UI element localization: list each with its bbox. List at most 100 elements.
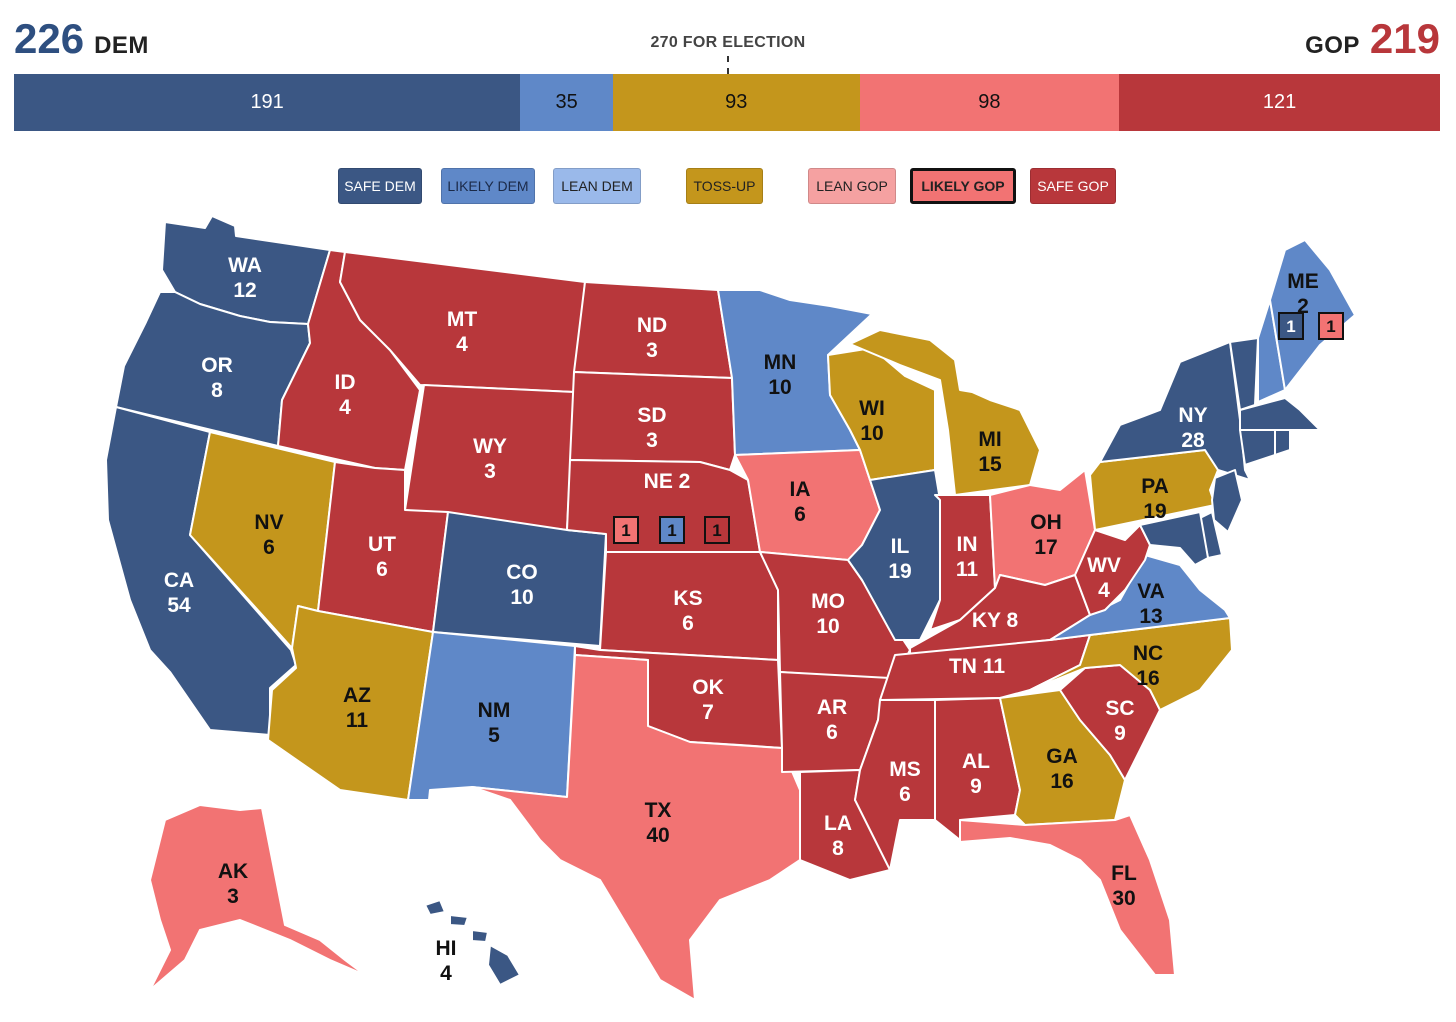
state-ev-nc: 16 — [1136, 667, 1159, 690]
state-abbr-wv: WV — [1087, 554, 1121, 577]
state-abbr-or: OR — [201, 354, 233, 377]
state-nj[interactable] — [1211, 469, 1243, 533]
district-value: 1 — [667, 521, 676, 540]
state-abbr-va: VA — [1137, 580, 1165, 603]
state-abbr-il: IL — [891, 535, 910, 558]
legend-safe-gop[interactable]: SAFE GOP — [1030, 168, 1116, 204]
district-value: 1 — [1286, 317, 1295, 336]
dem-label: DEM — [94, 32, 149, 59]
state-ev-id: 4 — [339, 396, 351, 419]
state-ev-ak: 3 — [227, 885, 239, 908]
state-tx[interactable] — [471, 654, 801, 1001]
legend-likely-gop[interactable]: LIKELY GOP — [910, 168, 1016, 204]
state-ev-mt: 4 — [456, 333, 468, 356]
bar-segment-safe-gop[interactable]: 121 — [1119, 74, 1440, 131]
state-ev-pa: 19 — [1143, 500, 1166, 523]
state-abbr-fl: FL — [1111, 862, 1137, 885]
state-ri[interactable] — [1274, 429, 1291, 456]
bar-segment-likely-gop[interactable]: 98 — [859, 74, 1120, 131]
state-ev-az: 11 — [346, 709, 369, 732]
state-nc[interactable] — [1029, 617, 1233, 711]
electoral-vote-bar: 191 35 93 98 121 — [14, 74, 1440, 131]
legend-lean-gop[interactable]: LEAN GOP — [808, 168, 896, 204]
legend-likely-dem[interactable]: LIKELY DEM — [441, 168, 535, 204]
bar-segment-likely-dem[interactable]: 35 — [520, 74, 614, 131]
threshold-marker — [727, 56, 729, 74]
state-abbr-ks: KS — [673, 587, 702, 610]
district-value: 1 — [621, 521, 630, 540]
state-ev-ia: 6 — [794, 503, 806, 526]
state-ev-sc: 9 — [1114, 722, 1126, 745]
state-ev-nv: 6 — [263, 536, 275, 559]
state-me[interactable] — [1269, 239, 1356, 391]
state-mi[interactable] — [849, 329, 1041, 496]
district-box-ne-1[interactable]: 1 — [613, 516, 639, 544]
state-abbr-wa: WA — [228, 254, 262, 277]
state-abbr-mo: MO — [811, 590, 845, 613]
district-box-me-1[interactable]: 1 — [1278, 312, 1304, 340]
state-il[interactable] — [847, 469, 941, 641]
district-value: 1 — [712, 521, 721, 540]
state-ev-ca: 54 — [167, 594, 191, 617]
state-abbr-sd: SD — [637, 404, 666, 427]
legend-tossup[interactable]: TOSS-UP — [686, 168, 763, 204]
dem-total: 226 — [14, 15, 85, 62]
state-abbr-ok: OK — [692, 676, 724, 699]
state-ev-in: 11 — [956, 558, 979, 581]
state-fl[interactable] — [959, 814, 1176, 976]
dem-total-header: 226 DEM — [14, 18, 149, 60]
state-ev-co: 10 — [510, 586, 533, 609]
state-wv[interactable] — [1074, 524, 1151, 616]
state-abbr-wy: WY — [473, 435, 507, 458]
state-ev-hi: 4 — [440, 962, 452, 985]
state-ev-ny: 28 — [1181, 429, 1205, 452]
state-abbr-la: LA — [824, 812, 852, 835]
state-abbr-nm: NM — [478, 699, 511, 722]
bar-segment-safe-dem[interactable]: 191 — [14, 74, 521, 131]
state-abbr-ut: UT — [368, 533, 396, 556]
state-abbr-nc: NC — [1133, 642, 1163, 665]
district-box-me-2[interactable]: 1 — [1318, 312, 1344, 340]
district-box-ne-2[interactable]: 1 — [659, 516, 685, 544]
state-abbr-me: ME — [1287, 270, 1319, 293]
state-ak[interactable] — [149, 804, 366, 991]
state-abbr-oh: OH — [1030, 511, 1062, 534]
state-abbr-mn: MN — [764, 351, 797, 374]
state-ev-fl: 30 — [1112, 887, 1135, 910]
state-abbr-pa: PA — [1141, 475, 1169, 498]
state-abbr-id: ID — [335, 371, 356, 394]
state-abbr-tx: TX — [645, 799, 672, 822]
state-abbr-mi: MI — [978, 428, 1001, 451]
state-ev-ok: 7 — [702, 701, 714, 724]
state-ev-ga: 16 — [1050, 770, 1073, 793]
state-abbr-al: AL — [962, 750, 990, 773]
threshold-label: 270 FOR ELECTION — [650, 34, 806, 51]
state-ev-wy: 3 — [484, 460, 496, 483]
state-label-tn: TN 11 — [949, 655, 1005, 678]
state-abbr-ar: AR — [817, 696, 847, 719]
legend-safe-dem[interactable]: SAFE DEM — [338, 168, 422, 204]
state-md[interactable] — [1139, 511, 1209, 566]
state-abbr-nd: ND — [637, 314, 667, 337]
state-ev-ut: 6 — [376, 558, 388, 581]
state-ev-ar: 6 — [826, 721, 838, 744]
state-abbr-hi: HI — [436, 937, 457, 960]
state-ev-mn: 10 — [768, 376, 791, 399]
state-abbr-sc: SC — [1105, 697, 1134, 720]
state-ct[interactable] — [1239, 429, 1276, 466]
us-electoral-map: WA12OR8CA54NV6ID4MT4WY3UT6AZ11CO10NM5ND3… — [105, 215, 1356, 1001]
district-box-ne-3[interactable]: 1 — [704, 516, 730, 544]
district-value: 1 — [1326, 317, 1335, 336]
state-ev-ms: 6 — [899, 783, 911, 806]
state-ev-la: 8 — [832, 837, 844, 860]
state-ev-wa: 12 — [233, 279, 256, 302]
legend-lean-dem[interactable]: LEAN DEM — [553, 168, 641, 204]
state-abbr-in: IN — [957, 533, 978, 556]
state-abbr-az: AZ — [343, 684, 371, 707]
gop-total-header: GOP 219 — [1305, 18, 1440, 60]
bar-segment-tossup[interactable]: 93 — [613, 74, 860, 131]
state-ev-va: 13 — [1139, 605, 1162, 628]
state-label-ne: NE 2 — [644, 470, 691, 493]
state-hi[interactable] — [424, 899, 521, 986]
state-ev-sd: 3 — [646, 429, 658, 452]
